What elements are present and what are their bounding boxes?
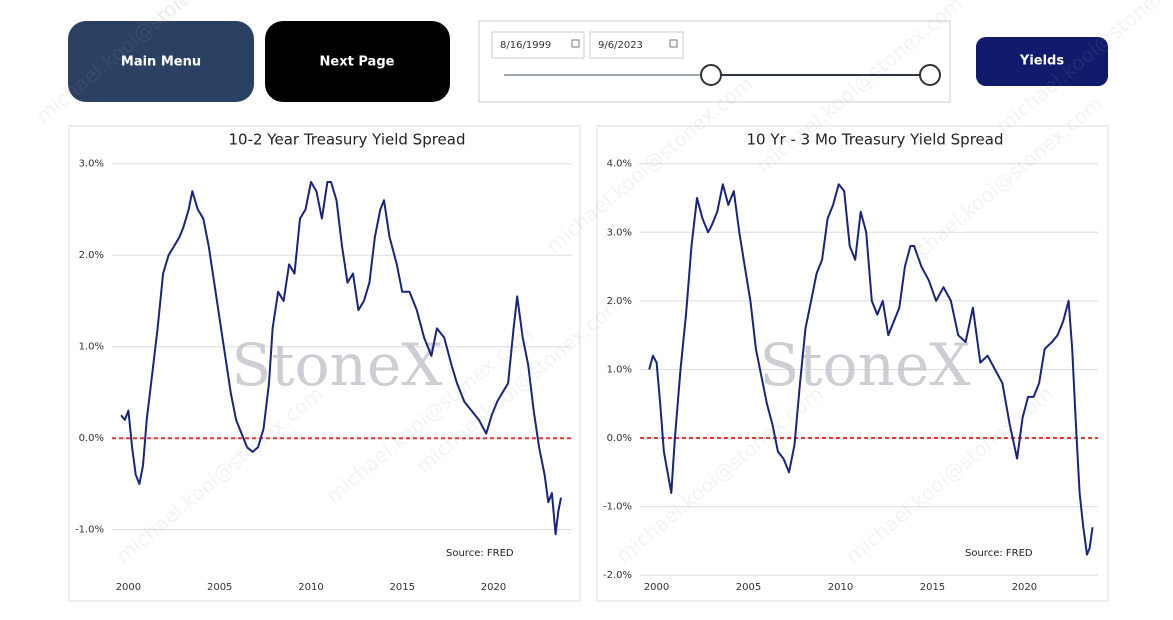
source-annotation: Source: FRED bbox=[965, 548, 1033, 559]
x-tick-label: 2005 bbox=[736, 582, 761, 593]
chart-title: 10-2 Year Treasury Yield Spread bbox=[229, 131, 466, 149]
watermark: StoneX bbox=[232, 331, 444, 399]
y-tick-label: 0.0% bbox=[79, 433, 104, 444]
calendar-icon[interactable] bbox=[571, 39, 580, 48]
series-line bbox=[120, 181, 562, 536]
next-page-label[interactable]: Next Page bbox=[320, 55, 395, 70]
x-tick-label: 2000 bbox=[644, 582, 669, 593]
x-tick-label: 2010 bbox=[828, 582, 853, 593]
calendar-icon[interactable] bbox=[669, 39, 678, 48]
x-tick-label: 2020 bbox=[481, 582, 506, 593]
yields-label[interactable]: Yields bbox=[1019, 54, 1064, 69]
x-tick-label: 2005 bbox=[207, 582, 232, 593]
start-date[interactable]: 8/16/1999 bbox=[500, 40, 551, 51]
slider-handle[interactable] bbox=[700, 64, 722, 86]
next-page-button[interactable] bbox=[265, 21, 450, 102]
yields-button[interactable] bbox=[976, 37, 1108, 86]
y-tick-label: -2.0% bbox=[603, 570, 632, 581]
chart-title: 10 Yr - 3 Mo Treasury Yield Spread bbox=[747, 131, 1004, 149]
main-menu-button[interactable] bbox=[68, 21, 254, 102]
series-line bbox=[648, 183, 1094, 556]
y-tick-label: 3.0% bbox=[79, 159, 104, 170]
source-annotation: Source: FRED bbox=[446, 548, 514, 559]
x-tick-label: 2010 bbox=[298, 582, 323, 593]
y-tick-label: 1.0% bbox=[79, 342, 104, 353]
y-tick-label: -1.0% bbox=[75, 525, 104, 536]
y-tick-label: 2.0% bbox=[607, 296, 632, 307]
x-tick-label: 2000 bbox=[116, 582, 141, 593]
chart-panel bbox=[596, 125, 1109, 602]
x-tick-label: 2015 bbox=[390, 582, 415, 593]
y-tick-label: -1.0% bbox=[603, 502, 632, 513]
y-tick-label: 4.0% bbox=[607, 159, 632, 170]
main-menu-label[interactable]: Main Menu bbox=[121, 55, 201, 70]
y-tick-label: 2.0% bbox=[79, 250, 104, 261]
slider-handle[interactable] bbox=[919, 64, 941, 86]
y-tick-label: 1.0% bbox=[607, 364, 632, 375]
end-date[interactable]: 9/6/2023 bbox=[598, 40, 643, 51]
watermark: StoneX bbox=[760, 331, 972, 399]
y-tick-label: 0.0% bbox=[607, 433, 632, 444]
y-tick-label: 3.0% bbox=[607, 227, 632, 238]
x-tick-label: 2020 bbox=[1012, 582, 1037, 593]
start-date-input[interactable] bbox=[491, 31, 585, 59]
x-tick-label: 2015 bbox=[920, 582, 945, 593]
end-date-input[interactable] bbox=[589, 31, 684, 59]
